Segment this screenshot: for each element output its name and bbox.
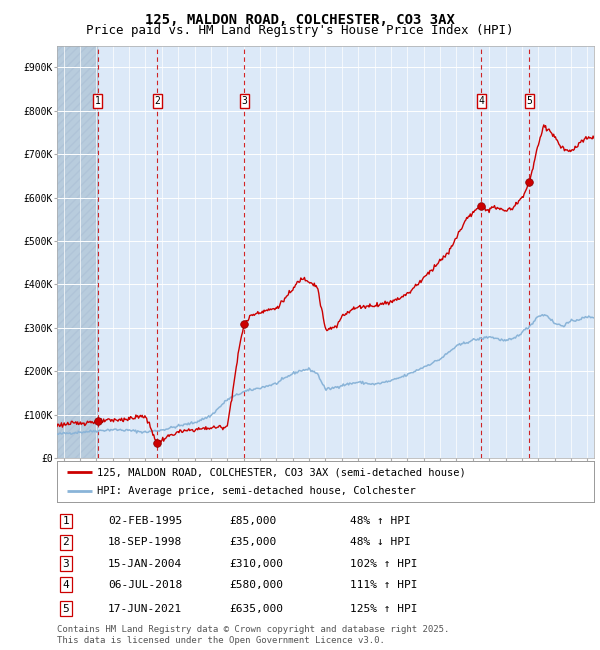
- Text: 5: 5: [62, 603, 69, 614]
- Bar: [57, 46, 98, 458]
- Text: 3: 3: [62, 558, 69, 569]
- Text: 125, MALDON ROAD, COLCHESTER, CO3 3AX: 125, MALDON ROAD, COLCHESTER, CO3 3AX: [145, 13, 455, 27]
- Text: 1: 1: [95, 96, 101, 106]
- Text: 4: 4: [62, 580, 69, 590]
- Text: HPI: Average price, semi-detached house, Colchester: HPI: Average price, semi-detached house,…: [97, 486, 416, 496]
- Text: 18-SEP-1998: 18-SEP-1998: [108, 538, 182, 547]
- Text: £85,000: £85,000: [229, 516, 276, 526]
- Text: 06-JUL-2018: 06-JUL-2018: [108, 580, 182, 590]
- Text: 5: 5: [527, 96, 532, 106]
- Text: 15-JAN-2004: 15-JAN-2004: [108, 558, 182, 569]
- Text: 125, MALDON ROAD, COLCHESTER, CO3 3AX (semi-detached house): 125, MALDON ROAD, COLCHESTER, CO3 3AX (s…: [97, 467, 466, 477]
- Text: 2: 2: [154, 96, 160, 106]
- Text: 125% ↑ HPI: 125% ↑ HPI: [350, 603, 417, 614]
- Text: Price paid vs. HM Land Registry's House Price Index (HPI): Price paid vs. HM Land Registry's House …: [86, 24, 514, 37]
- Text: 102% ↑ HPI: 102% ↑ HPI: [350, 558, 417, 569]
- Text: 4: 4: [478, 96, 484, 106]
- Text: 02-FEB-1995: 02-FEB-1995: [108, 516, 182, 526]
- Text: £635,000: £635,000: [229, 603, 283, 614]
- Text: 111% ↑ HPI: 111% ↑ HPI: [350, 580, 417, 590]
- Text: 2: 2: [62, 538, 69, 547]
- Text: 48% ↓ HPI: 48% ↓ HPI: [350, 538, 410, 547]
- Text: 3: 3: [241, 96, 247, 106]
- Text: 1: 1: [62, 516, 69, 526]
- Text: 48% ↑ HPI: 48% ↑ HPI: [350, 516, 410, 526]
- Text: Contains HM Land Registry data © Crown copyright and database right 2025.
This d: Contains HM Land Registry data © Crown c…: [57, 625, 449, 645]
- Text: £35,000: £35,000: [229, 538, 276, 547]
- Text: 17-JUN-2021: 17-JUN-2021: [108, 603, 182, 614]
- Text: £580,000: £580,000: [229, 580, 283, 590]
- Bar: [57, 46, 98, 458]
- Text: £310,000: £310,000: [229, 558, 283, 569]
